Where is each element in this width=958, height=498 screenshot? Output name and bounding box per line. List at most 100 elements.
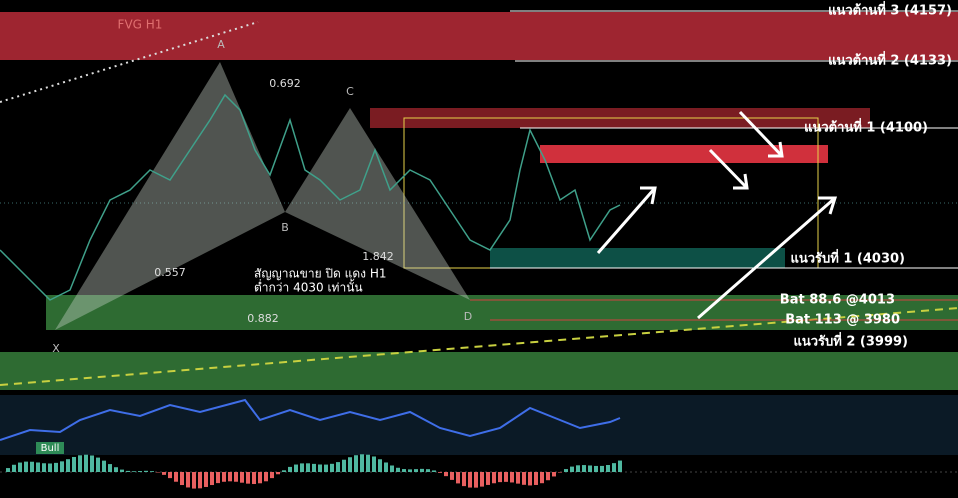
histogram-bar (408, 469, 412, 472)
histogram-bar (186, 472, 190, 488)
pattern-xab (55, 62, 285, 330)
histogram-bar (342, 459, 346, 472)
oscillator-line (0, 398, 621, 441)
histogram-bar (288, 466, 292, 472)
point-label: D (464, 310, 472, 323)
histogram-bar (216, 472, 220, 484)
histogram-bar (552, 472, 556, 477)
histogram-bar (132, 471, 136, 472)
histogram-bar (30, 461, 34, 472)
histogram-bar (246, 472, 250, 484)
histogram-bar (336, 462, 340, 472)
histogram-bar (528, 472, 532, 486)
histogram-bar (264, 472, 268, 482)
histogram-bar (162, 472, 166, 475)
histogram-bar (390, 465, 394, 472)
histogram-bar (90, 455, 94, 472)
level-label: แนวต้านที่ 1 (4100) (804, 118, 928, 136)
histogram-bar (174, 472, 178, 482)
histogram-bar (36, 462, 40, 472)
pattern-bcd (285, 108, 470, 300)
histogram-bar (24, 461, 28, 472)
oscillator-panel (0, 395, 958, 455)
histogram-bar (510, 472, 514, 483)
level-label: แนวรับที่ 2 (3999) (793, 332, 908, 350)
histogram-bar (306, 463, 310, 472)
histogram-bar (570, 466, 574, 472)
histogram-bar (474, 472, 478, 488)
support-zone (46, 295, 958, 330)
level-label: แนวต้านที่ 2 (4133) (828, 51, 952, 69)
histogram-bar (84, 454, 88, 472)
histogram-bar (564, 469, 568, 472)
histogram-bar (276, 472, 280, 475)
histogram-bar (420, 468, 424, 472)
histogram-bar (378, 459, 382, 472)
price-path (0, 93, 621, 301)
histogram-bar (108, 464, 112, 472)
histogram-bar (42, 463, 46, 472)
histogram-bar (372, 456, 376, 472)
histogram-bar (348, 457, 352, 472)
histogram-bar (54, 462, 58, 472)
histogram-bar (144, 470, 148, 472)
histogram-bar (468, 472, 472, 488)
histogram-bar (240, 472, 244, 483)
arrows (596, 110, 838, 320)
histogram-bar (60, 461, 64, 472)
histogram-bar (168, 472, 172, 479)
histogram-bar (576, 465, 580, 472)
point-label: A (217, 38, 225, 51)
support-zone (490, 248, 785, 268)
histogram-bar (114, 467, 118, 472)
histogram-bar (600, 465, 604, 472)
point-label: B (281, 221, 289, 234)
level-label: Bat 88.6 @4013 (780, 293, 895, 308)
histogram-bar (486, 472, 490, 485)
histogram-bar (480, 472, 484, 487)
range-box (403, 117, 819, 269)
histogram-bar (66, 459, 70, 472)
note-line: ต่ำกว่า 4030 เท่านั้น (254, 279, 363, 295)
histogram-bar (462, 472, 466, 487)
level-label: แนวต้านที่ 3 (4157) (828, 1, 952, 19)
histogram-bar (504, 472, 508, 482)
histogram-bar (582, 465, 586, 472)
fvg-zone (0, 12, 958, 60)
histogram-bar (330, 463, 334, 472)
histogram-bar (558, 472, 562, 473)
fvg-label: FVG H1 (118, 18, 163, 32)
histogram-bar (492, 472, 496, 484)
histogram-bar (312, 463, 316, 472)
histogram-bar (18, 462, 22, 472)
histogram-bar (522, 472, 526, 485)
histogram-bar (180, 472, 184, 486)
level-label: แนวรับที่ 1 (4030) (790, 249, 905, 267)
histogram-bar (126, 470, 130, 472)
histogram-bar (414, 469, 418, 472)
histogram-bar (252, 472, 256, 485)
histogram-bar (96, 457, 100, 472)
histogram-bar (396, 467, 400, 472)
histogram-bar (426, 469, 430, 472)
histogram-bar (402, 469, 406, 472)
histogram (6, 454, 622, 489)
histogram-bar (534, 472, 538, 485)
histogram-bar (588, 465, 592, 472)
histogram-bar (516, 472, 520, 484)
dashed-trend (0, 307, 958, 386)
ratio-label: 0.557 (154, 266, 186, 279)
point-label: X (52, 342, 60, 355)
histogram-bar (72, 456, 76, 472)
histogram-bar (498, 472, 502, 483)
level-label: Bat 113 @ 3980 (785, 313, 900, 328)
histogram-bar (618, 460, 622, 472)
histogram-bar (150, 471, 154, 472)
resistance-zone (540, 145, 828, 163)
histogram-bar (120, 469, 124, 472)
bull-label: Bull (41, 443, 60, 454)
histogram-bar (438, 472, 442, 473)
histogram-bar (210, 472, 214, 486)
ratio-label: 0.692 (269, 77, 301, 90)
